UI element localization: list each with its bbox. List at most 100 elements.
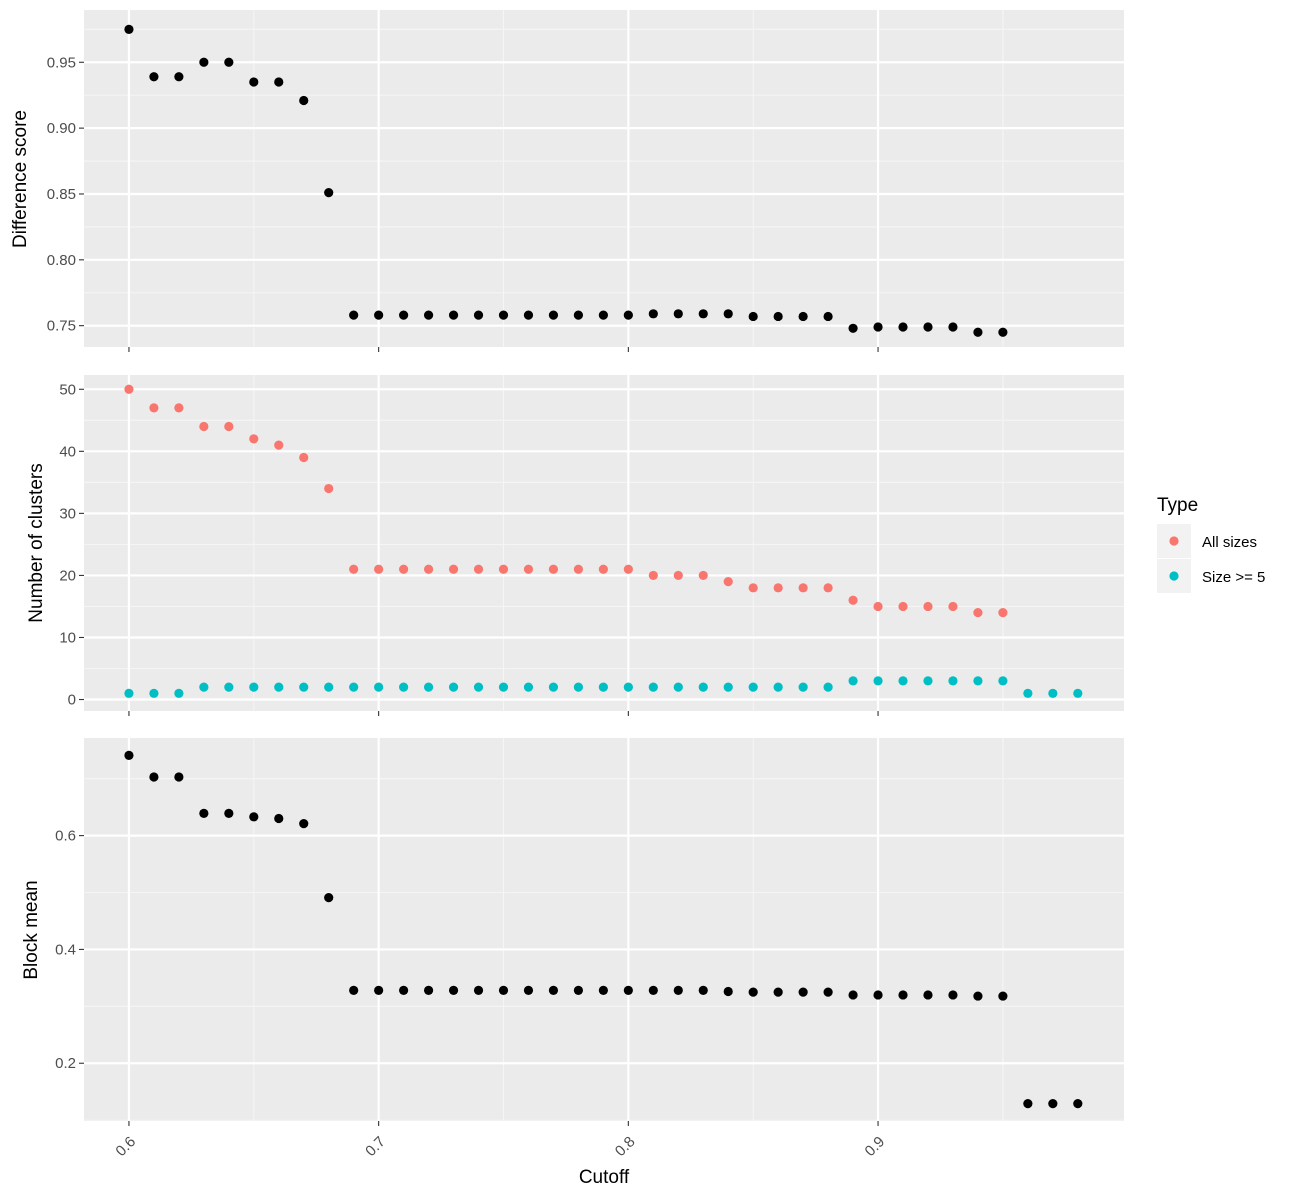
data-point xyxy=(973,991,983,1001)
data-point xyxy=(274,813,284,824)
data-point xyxy=(548,985,559,995)
data-point xyxy=(948,990,958,1000)
series-1 xyxy=(124,384,1008,618)
data-point xyxy=(923,322,933,332)
data-point xyxy=(798,682,808,692)
data-point xyxy=(498,310,509,320)
x-axis-title: Cutoff xyxy=(579,1167,630,1188)
data-point xyxy=(199,808,209,819)
data-point xyxy=(723,682,733,692)
data-point xyxy=(923,990,933,1000)
data-point xyxy=(798,311,808,322)
data-point xyxy=(274,440,284,450)
x-tick-label: 0.9 xyxy=(862,1133,889,1160)
data-point xyxy=(1073,1099,1083,1109)
data-point xyxy=(848,323,858,333)
data-point xyxy=(149,772,159,782)
y-axis-title: Block mean xyxy=(21,880,42,979)
data-point xyxy=(374,985,384,995)
data-point xyxy=(873,990,883,1000)
data-point xyxy=(698,570,708,581)
data-point xyxy=(573,985,584,995)
data-point xyxy=(773,311,783,322)
data-point xyxy=(648,985,658,995)
data-point xyxy=(349,310,359,320)
data-point xyxy=(548,564,559,574)
data-point xyxy=(998,608,1008,618)
data-point xyxy=(124,688,134,698)
data-point xyxy=(723,309,733,319)
data-point xyxy=(448,564,459,574)
legend-title: Type xyxy=(1157,495,1198,516)
data-point xyxy=(698,309,708,319)
data-point xyxy=(623,985,633,995)
data-point xyxy=(349,985,359,995)
x-tick-label: 0.8 xyxy=(612,1133,639,1160)
data-point xyxy=(898,990,908,1000)
data-point xyxy=(324,188,334,198)
series-1 xyxy=(124,750,1083,1109)
data-point xyxy=(923,676,933,686)
data-point xyxy=(523,310,534,320)
data-point xyxy=(423,310,434,320)
data-point xyxy=(748,987,758,997)
series-2 xyxy=(124,676,1083,698)
data-point xyxy=(249,682,259,692)
data-point xyxy=(324,682,334,692)
data-point xyxy=(873,322,883,332)
data-point xyxy=(399,985,409,995)
y-tick-label: 0 xyxy=(68,692,76,709)
data-point xyxy=(399,310,409,320)
data-point xyxy=(623,564,633,574)
data-point xyxy=(798,583,808,593)
legend: Type All sizes Size >= 5 xyxy=(1157,495,1265,593)
y-axis-title: Number of clusters xyxy=(26,463,47,622)
data-point xyxy=(548,682,559,692)
data-point xyxy=(374,564,384,574)
data-point xyxy=(299,452,309,463)
data-point xyxy=(598,310,608,320)
data-point xyxy=(224,808,234,819)
data-point xyxy=(673,985,683,995)
data-point xyxy=(848,676,858,686)
y-tick-label: 0.90 xyxy=(47,120,76,137)
data-point xyxy=(773,583,783,593)
data-point xyxy=(374,310,384,320)
x-axis: 0.6 0.7 0.8 0.9 xyxy=(112,1133,888,1160)
data-point xyxy=(124,384,134,394)
panel-2: 0 10 20 30 40 50 Number of clusters xyxy=(26,375,1124,716)
y-tick-label: 10 xyxy=(59,629,76,646)
data-point xyxy=(299,819,309,829)
data-point xyxy=(723,986,733,997)
data-point xyxy=(748,311,758,322)
data-point xyxy=(473,682,484,692)
panels: 0.75 0.80 0.85 0.90 0.95 Difference score 0 10 2… xyxy=(10,10,1124,1126)
data-point xyxy=(948,322,958,332)
data-point xyxy=(998,327,1008,337)
y-tick-label: 0.85 xyxy=(47,186,76,203)
data-point xyxy=(149,72,159,82)
data-point xyxy=(648,570,658,581)
y-tick-label: 0.75 xyxy=(47,318,76,335)
data-point xyxy=(349,564,359,574)
y-tick-label: 40 xyxy=(59,443,76,460)
data-point xyxy=(473,985,484,995)
y-tick-label: 0.95 xyxy=(47,54,76,71)
data-point xyxy=(199,57,209,67)
data-point xyxy=(548,310,559,320)
data-point xyxy=(698,682,708,692)
data-point xyxy=(648,682,658,692)
data-point xyxy=(149,688,159,698)
panel-background xyxy=(84,738,1124,1121)
x-tick-label: 0.6 xyxy=(112,1133,139,1160)
y-axis-title: Difference score xyxy=(10,110,31,248)
data-point xyxy=(498,564,509,574)
data-point xyxy=(748,583,758,593)
data-point xyxy=(174,403,184,413)
data-point xyxy=(224,57,234,67)
y-tick-label: 0.4 xyxy=(55,941,76,958)
data-point xyxy=(324,483,334,494)
data-point xyxy=(498,682,509,692)
data-point xyxy=(773,987,783,997)
data-point xyxy=(898,676,908,686)
